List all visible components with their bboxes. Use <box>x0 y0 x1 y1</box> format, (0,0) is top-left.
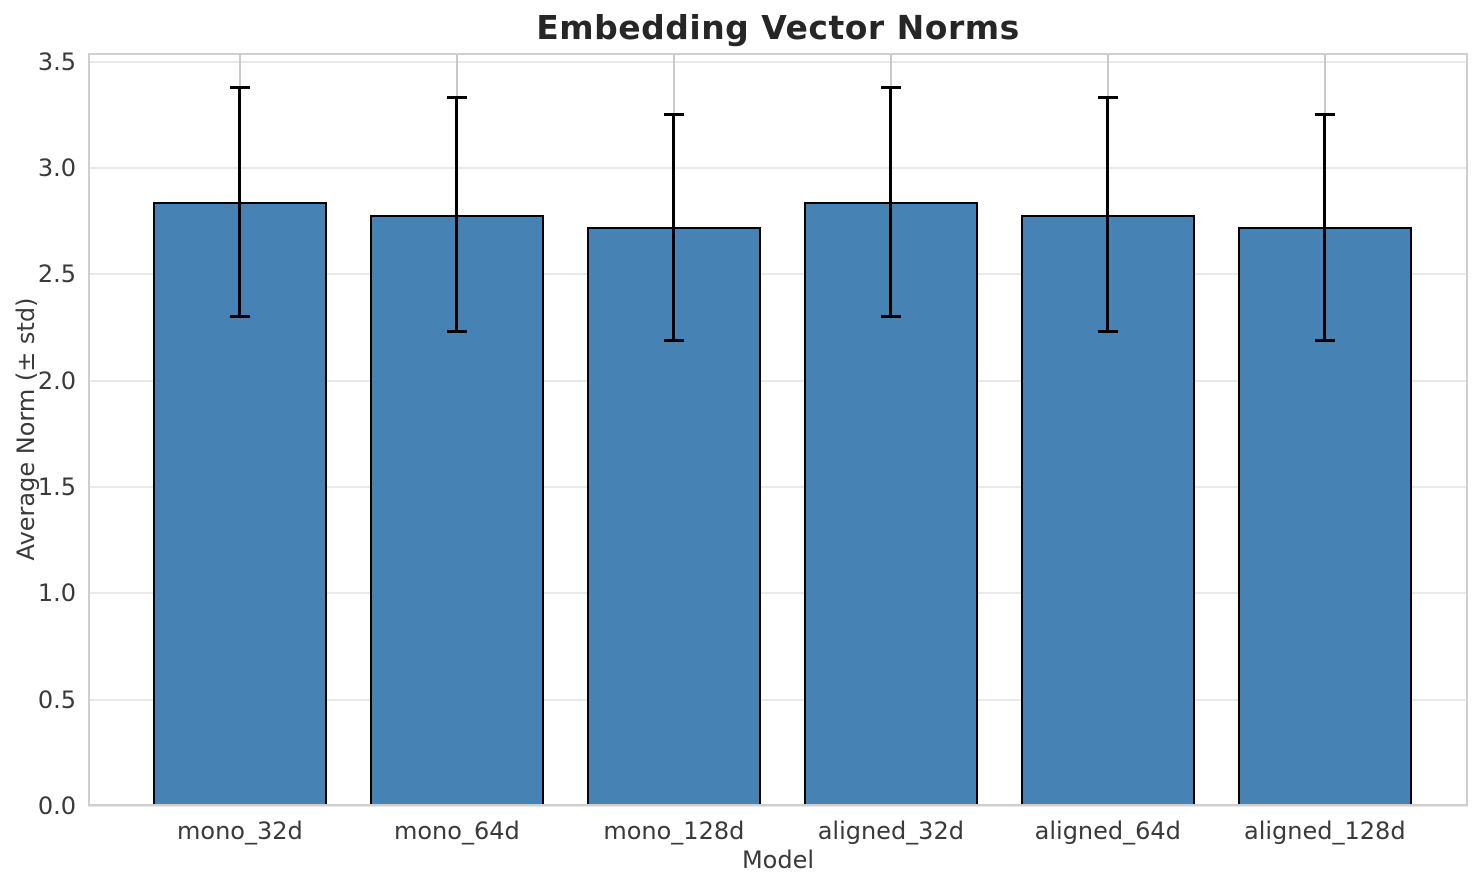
spine-bottom <box>88 804 1468 806</box>
x-tick-label: aligned_64d <box>1034 817 1181 845</box>
error-bar-cap-bottom <box>880 315 901 319</box>
y-tick-label: 1.5 <box>37 472 76 501</box>
y-tick-label: 0.5 <box>37 685 76 714</box>
spine-top <box>88 53 1468 55</box>
error-bar-cap-bottom <box>1314 338 1335 342</box>
spine-right <box>1466 53 1468 806</box>
gridline-horizontal <box>88 60 1468 63</box>
gridline-horizontal <box>88 805 1468 807</box>
x-tick-label: mono_32d <box>177 817 303 845</box>
error-bar-line <box>455 97 459 332</box>
gridline-horizontal <box>88 485 1468 488</box>
y-tick-label: 0.0 <box>37 792 76 820</box>
error-bar-cap-top <box>229 85 250 89</box>
error-bar-line <box>1323 114 1327 341</box>
error-bar-cap-bottom <box>1097 330 1118 334</box>
plot-area <box>88 53 1468 807</box>
error-bar-cap-top <box>1097 96 1118 100</box>
x-tick-label: aligned_128d <box>1244 817 1406 845</box>
y-tick-label: 2.5 <box>37 260 76 289</box>
error-bar-cap-top <box>446 96 467 100</box>
error-bar-cap-bottom <box>446 330 467 334</box>
y-tick-label: 3.0 <box>37 153 76 182</box>
error-bar-line <box>889 87 893 317</box>
spine-left <box>88 53 90 806</box>
x-tick-label: mono_128d <box>603 817 745 845</box>
gridline-horizontal <box>88 166 1468 169</box>
error-bar-line <box>672 114 676 341</box>
error-bar-cap-bottom <box>229 315 250 319</box>
gridline-horizontal <box>88 379 1468 382</box>
gridline-horizontal <box>88 698 1468 701</box>
gridline-horizontal <box>88 273 1468 276</box>
error-bar-cap-top <box>880 85 901 89</box>
error-bar-line <box>238 87 242 317</box>
y-tick-label: 3.5 <box>37 47 76 76</box>
x-axis-label: Model <box>741 846 815 874</box>
y-tick-label: 2.0 <box>37 366 76 395</box>
error-bar-cap-top <box>663 113 684 117</box>
x-tick-label: mono_64d <box>393 817 520 845</box>
y-axis-label-text: Average Norm (± std) <box>12 297 40 561</box>
error-bar-line <box>1106 97 1110 332</box>
gridline-horizontal <box>88 592 1468 595</box>
error-bar-cap-bottom <box>663 338 684 342</box>
error-bar-cap-top <box>1314 113 1335 117</box>
chart-title: Embedding Vector Norms <box>536 8 1020 47</box>
x-tick-label: aligned_32d <box>817 817 964 845</box>
y-tick-label: 1.0 <box>37 579 76 608</box>
